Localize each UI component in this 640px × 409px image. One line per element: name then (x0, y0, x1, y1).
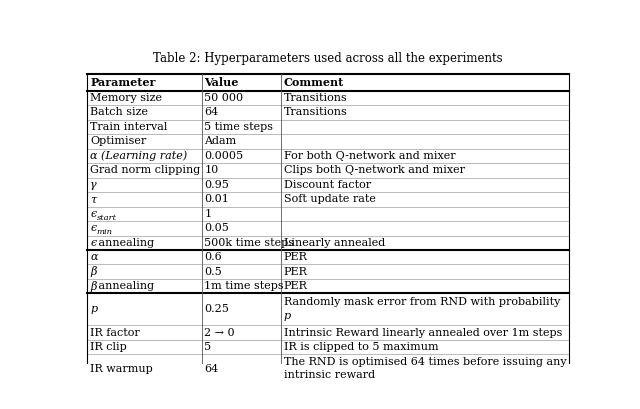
Text: IR factor: IR factor (90, 328, 140, 337)
Text: Train interval: Train interval (90, 122, 168, 132)
Text: Intrinsic Reward linearly annealed over 1m steps: Intrinsic Reward linearly annealed over … (284, 328, 562, 337)
Text: Transitions: Transitions (284, 108, 348, 117)
Text: 0.0005: 0.0005 (205, 151, 244, 161)
Text: 5: 5 (205, 342, 212, 352)
Text: Adam: Adam (205, 136, 237, 146)
Text: β: β (90, 281, 97, 292)
Text: 10: 10 (205, 165, 219, 175)
Text: ϵ: ϵ (90, 223, 97, 233)
Text: Table 2: Hyperparameters used across all the experiments: Table 2: Hyperparameters used across all… (153, 52, 503, 65)
Text: ϵ: ϵ (90, 209, 97, 219)
Text: ϵ: ϵ (90, 238, 97, 248)
Text: p: p (90, 304, 97, 315)
Text: Value: Value (205, 77, 239, 88)
Text: Grad norm clipping: Grad norm clipping (90, 165, 201, 175)
Text: 0.01: 0.01 (205, 194, 229, 204)
Text: start: start (97, 213, 117, 222)
Text: 50 000: 50 000 (205, 93, 244, 103)
Text: PER: PER (284, 252, 308, 262)
Text: PER: PER (284, 281, 308, 291)
Text: p: p (284, 311, 291, 321)
Text: 64: 64 (205, 108, 219, 117)
Text: β: β (90, 266, 97, 277)
Text: annealing: annealing (95, 281, 154, 291)
Text: Transitions: Transitions (284, 93, 348, 103)
Text: 1: 1 (205, 209, 212, 219)
Text: For both Q-network and mixer: For both Q-network and mixer (284, 151, 456, 161)
Text: Memory size: Memory size (90, 93, 163, 103)
Text: Discount factor: Discount factor (284, 180, 371, 190)
Text: IR is clipped to 5 maximum: IR is clipped to 5 maximum (284, 342, 438, 352)
Text: 64: 64 (205, 364, 219, 374)
Text: 0.5: 0.5 (205, 267, 222, 277)
Text: γ: γ (90, 180, 97, 190)
Text: Clips both Q-network and mixer: Clips both Q-network and mixer (284, 165, 465, 175)
Text: min: min (97, 228, 113, 236)
Text: IR clip: IR clip (90, 342, 127, 352)
Text: τ: τ (90, 194, 97, 204)
Text: annealing: annealing (95, 238, 154, 248)
Text: Comment: Comment (284, 77, 344, 88)
Text: 0.6: 0.6 (205, 252, 222, 262)
Text: α (Learning rate): α (Learning rate) (90, 151, 188, 161)
Text: IR warmup: IR warmup (90, 364, 153, 374)
Text: 5 time steps: 5 time steps (205, 122, 273, 132)
Text: Linearly annealed: Linearly annealed (284, 238, 385, 248)
Text: α: α (90, 252, 98, 262)
Text: 2 → 0: 2 → 0 (205, 328, 235, 337)
Text: PER: PER (284, 267, 308, 277)
Text: Optimiser: Optimiser (90, 136, 147, 146)
Text: Randomly mask error from RND with probability: Randomly mask error from RND with probab… (284, 297, 560, 308)
Text: 0.05: 0.05 (205, 223, 229, 233)
Text: 0.25: 0.25 (205, 304, 229, 315)
Text: 0.95: 0.95 (205, 180, 229, 190)
Text: Soft update rate: Soft update rate (284, 194, 376, 204)
Text: intrinsic reward: intrinsic reward (284, 370, 375, 380)
Text: 1m time steps: 1m time steps (205, 281, 284, 291)
Text: The RND is optimised 64 times before issuing any: The RND is optimised 64 times before iss… (284, 357, 566, 367)
Text: 500k time steps: 500k time steps (205, 238, 294, 248)
Text: Parameter: Parameter (90, 77, 156, 88)
Text: Batch size: Batch size (90, 108, 148, 117)
